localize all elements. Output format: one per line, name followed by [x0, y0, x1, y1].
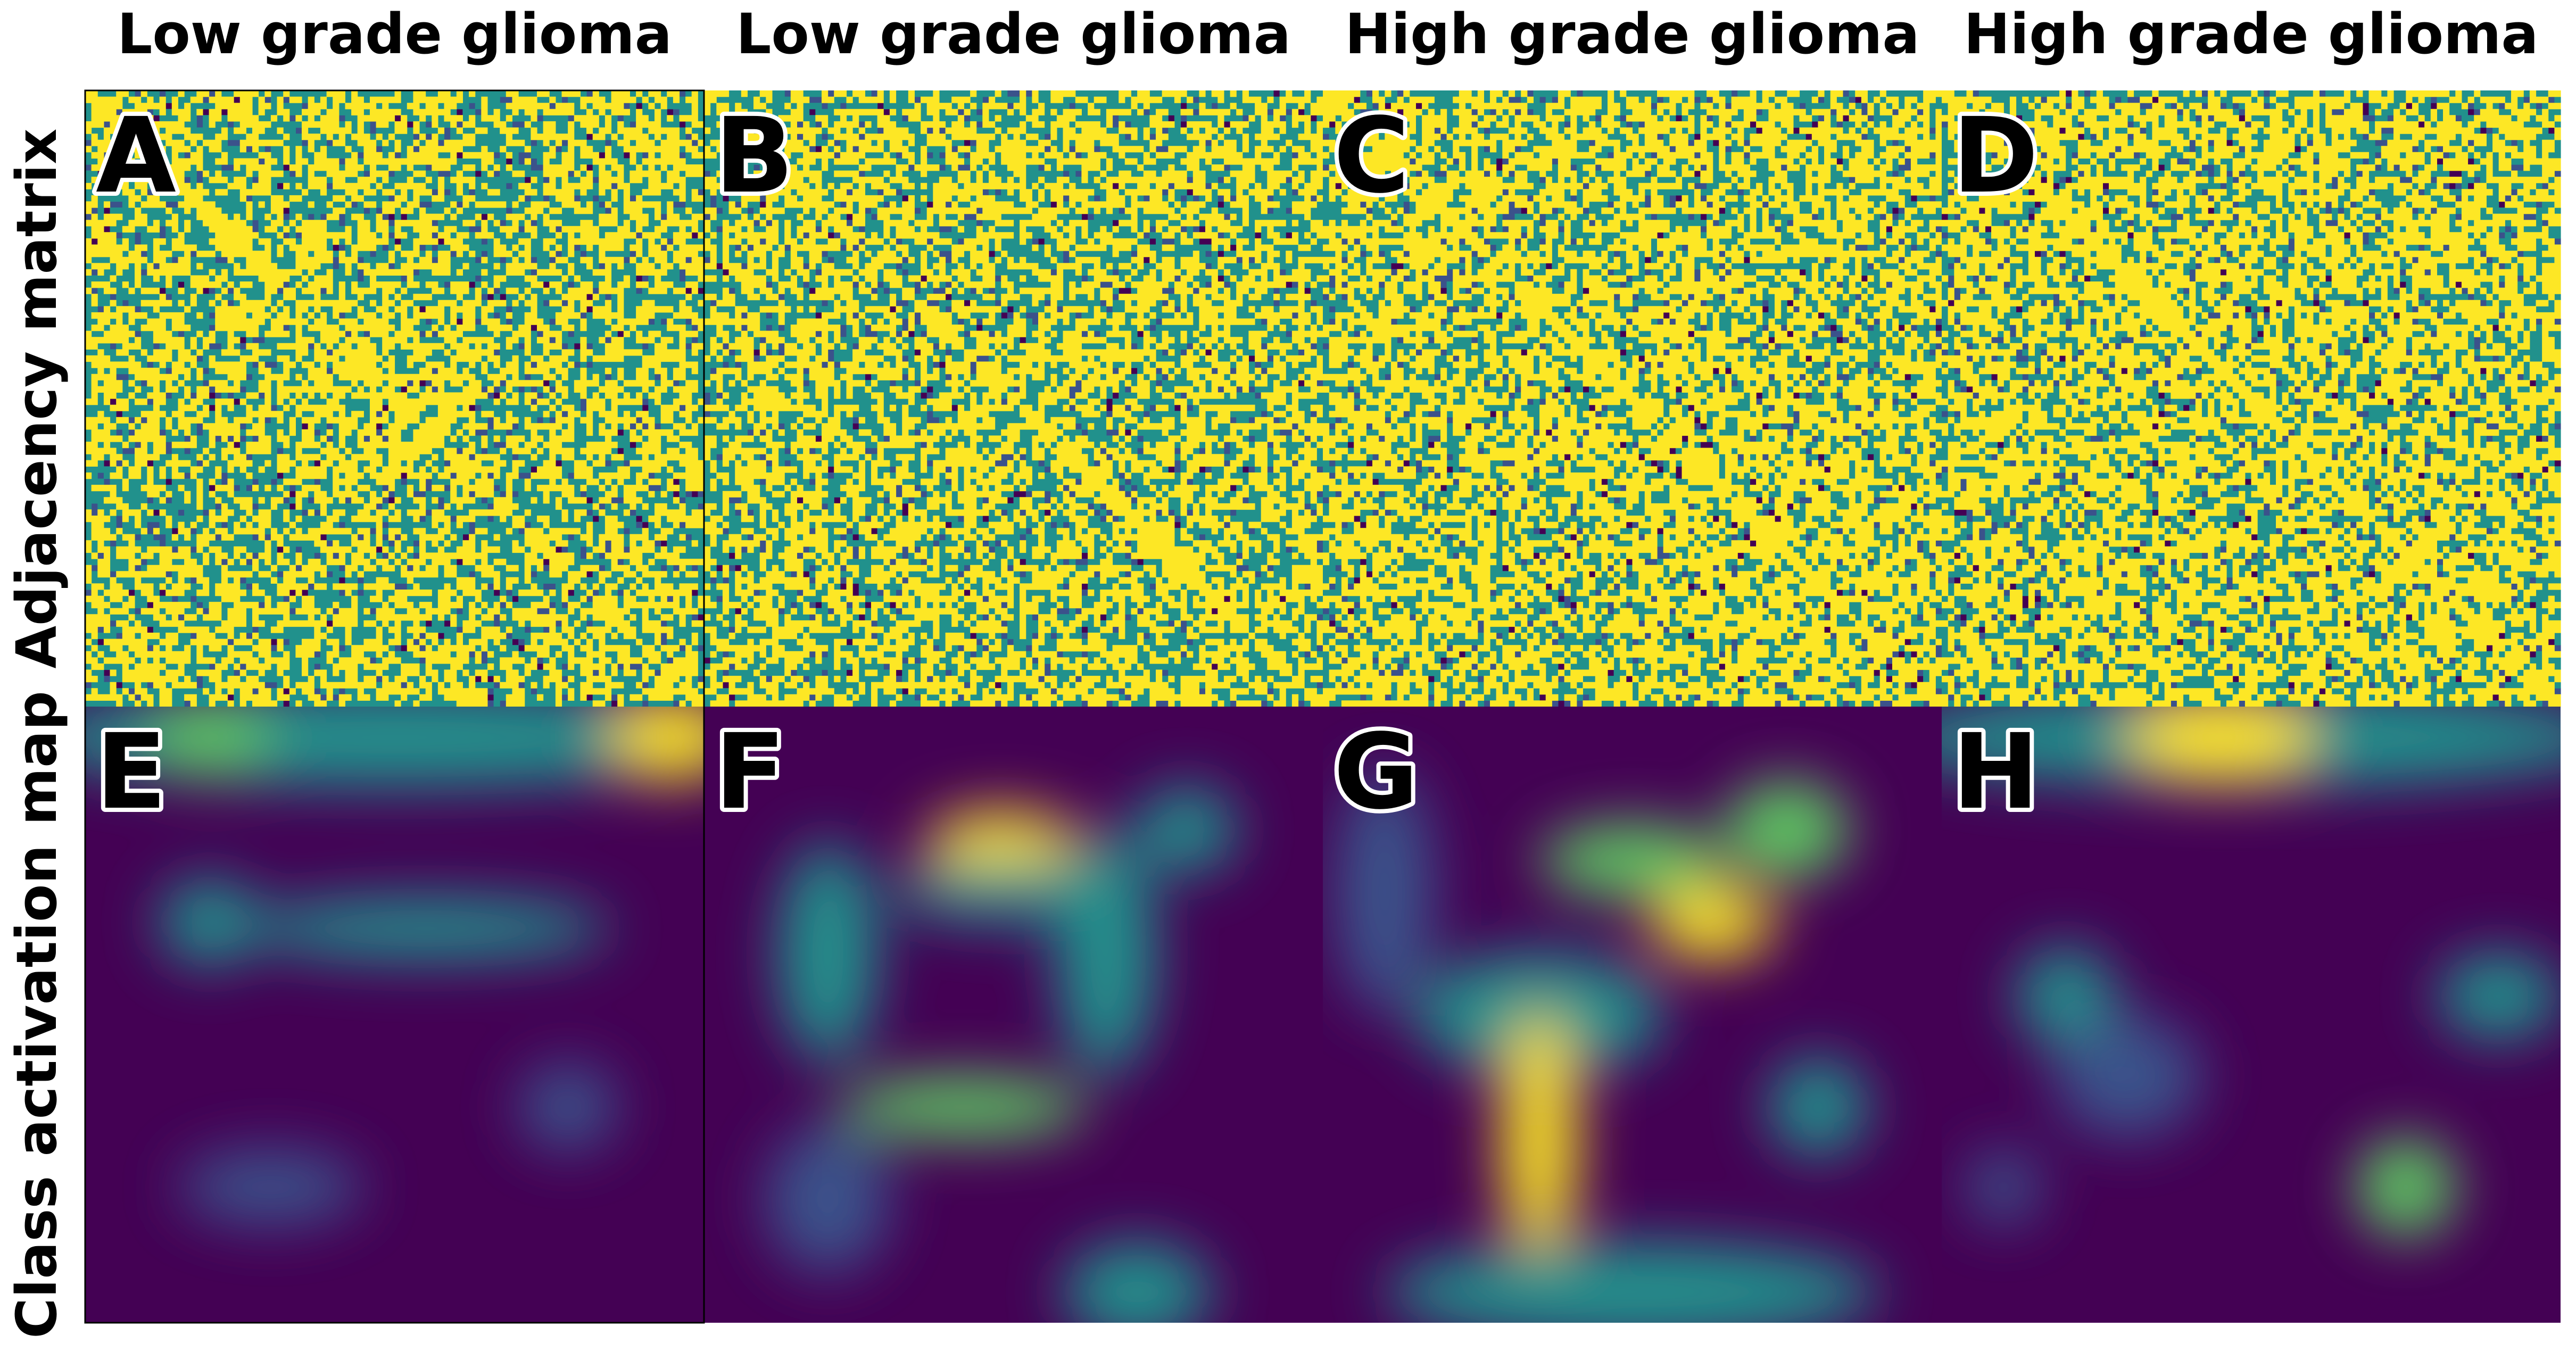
- cam-blob: [926, 811, 1075, 873]
- cam-blob: [1335, 768, 1435, 1015]
- cam-blob: [1725, 780, 1849, 880]
- cam-blob: [2053, 1015, 2202, 1138]
- matrix-cells: [1323, 90, 1942, 707]
- cam-blob: [611, 707, 704, 781]
- cam-blob: [778, 842, 877, 1064]
- cam-blob: [2127, 707, 2313, 781]
- matrix-cells: [704, 90, 1323, 707]
- cam-blob: [840, 1076, 1088, 1138]
- panel-letter: C: [1333, 95, 1410, 216]
- column-title: High grade glioma: [1964, 2, 2538, 67]
- class-activation-map: [704, 707, 1323, 1323]
- column-title: Low grade glioma: [736, 2, 1291, 67]
- panel-letter: H: [1952, 711, 2039, 832]
- cam-blob: [1539, 824, 1725, 898]
- cam-background: [85, 707, 704, 1323]
- cam-blob: [766, 1125, 890, 1274]
- cam-blob: [518, 1064, 618, 1150]
- adjacency-matrix: [1323, 90, 1942, 707]
- cam-blob: [2437, 953, 2561, 1040]
- matrix-cells: [85, 90, 705, 707]
- class-activation-map: [1323, 707, 1942, 1323]
- cam-blob: [178, 1150, 364, 1224]
- cam-blob: [1768, 1058, 1868, 1157]
- cam-blobs: [1942, 707, 2561, 1237]
- cam-blob: [2016, 947, 2115, 1046]
- adjacency-matrix: [1942, 90, 2561, 707]
- cam-blob: [1385, 1242, 1880, 1323]
- class-activation-map: [85, 707, 704, 1323]
- cam-blob: [889, 860, 1138, 923]
- cam-blob: [1415, 953, 1663, 1076]
- cam-blob: [239, 897, 611, 959]
- panel-frame: [84, 89, 705, 1324]
- column-title: Low grade glioma: [117, 2, 672, 67]
- adjacency-matrix: [85, 90, 705, 707]
- cam-blob: [1502, 1015, 1577, 1262]
- row-label: Class activation map: [4, 691, 69, 1338]
- cam-blob: [2356, 1138, 2456, 1237]
- cam-blob: [1137, 786, 1237, 873]
- column-title: High grade glioma: [1345, 2, 1919, 67]
- cam-blobs: [1335, 768, 1880, 1323]
- cam-blob: [1651, 885, 1775, 959]
- panel-letter: D: [1952, 95, 2039, 216]
- cam-blob: [1063, 1242, 1212, 1323]
- cam-blob: [1966, 1150, 2041, 1224]
- row-label: Adjacency matrix: [4, 129, 69, 669]
- cam-blob: [159, 879, 259, 966]
- cam-blobs: [766, 786, 1237, 1323]
- matrix-cells: [1942, 90, 2561, 707]
- class-activation-map: [1942, 707, 2561, 1323]
- panel-letter: A: [96, 95, 176, 216]
- adjacency-matrix: [704, 90, 1323, 707]
- panel-letter: E: [96, 711, 167, 832]
- cam-blobs: [85, 707, 704, 1224]
- panel-letter: F: [715, 711, 785, 832]
- panel-letter: B: [715, 95, 794, 216]
- panel-letter: G: [1333, 711, 1419, 832]
- cam-blob: [147, 707, 271, 775]
